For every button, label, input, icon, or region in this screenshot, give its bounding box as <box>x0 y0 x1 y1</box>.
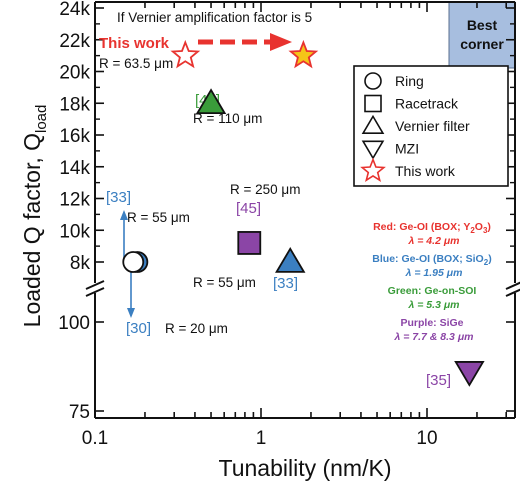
amplification-arrow-head <box>270 33 292 51</box>
r-this-work: R = 63.5 μm <box>99 56 173 71</box>
y-tick-label: 10k <box>59 221 90 242</box>
plot-frame <box>94 1 516 419</box>
legend: Ring Racetrack Vernier filter MZI This work <box>353 65 509 187</box>
data-point-triangle <box>195 88 227 115</box>
ref-33-tri: [33] <box>273 275 298 292</box>
best-corner-text-2: corner <box>460 36 504 52</box>
ref-45: [45] <box>236 200 261 217</box>
ref-35: [35] <box>426 372 451 389</box>
legend-label: Vernier filter <box>395 118 470 134</box>
ref-33-ring: [33] <box>106 189 131 206</box>
axis-break-right <box>505 281 520 297</box>
y-tick-label: 20k <box>59 63 90 84</box>
x-axis-title: Tunability (nm/K) <box>219 455 392 481</box>
best-corner-text-1: Best <box>467 17 498 33</box>
data-point-triangle <box>275 247 306 273</box>
legend-symbol-triangle-down <box>361 140 385 160</box>
r-30: R = 20 μm <box>165 321 228 336</box>
data-point-square <box>237 231 262 255</box>
y-tick-label: 14k <box>59 158 90 179</box>
material-wavelength: λ = 7.7 & 8.3 μm <box>393 331 473 343</box>
material-line: Blue: Ge-OI (BOX; SiO2) <box>372 253 491 267</box>
y-tick-label: 75 <box>69 402 90 423</box>
r-33-tri: R = 55 μm <box>193 275 256 290</box>
material-wavelength: λ = 4.2 μm <box>408 235 460 247</box>
axis-break-left <box>85 280 105 297</box>
data-point-circle <box>122 251 145 273</box>
y-tick-label: 12k <box>59 190 90 211</box>
materials-key: Red: Ge-OI (BOX; Y2O3)λ = 4.2 μm Blue: Ge… <box>372 221 491 343</box>
y-tick-label: 22k <box>59 31 90 52</box>
legend-symbol-square <box>364 94 382 113</box>
legend-symbol-circle <box>364 72 382 90</box>
x-tick-label: 1 <box>256 428 267 449</box>
data-points <box>122 39 485 387</box>
x-tick-label: 0.1 <box>82 428 108 449</box>
material-line: Green: Ge-on-SOI <box>388 285 477 297</box>
best-corner-box <box>448 1 516 69</box>
this-work-label: This work <box>99 35 170 52</box>
x-tick-label: 10 <box>416 428 437 449</box>
r-33-ring: R = 55 μm <box>127 210 190 225</box>
data-point-star <box>288 39 319 69</box>
y-tick-label: 16k <box>59 126 90 147</box>
r-45: R = 250 μm <box>230 182 300 197</box>
legend-label: Ring <box>395 73 424 89</box>
y-tick-label: 8k <box>70 253 91 274</box>
material-line: Purple: SiGe <box>400 317 463 329</box>
data-point-star <box>170 39 201 69</box>
ref-30: [30] <box>126 320 151 337</box>
y-tick-label: 18k <box>59 94 90 115</box>
legend-symbol-star <box>360 157 386 182</box>
r-44: R = 110 μm <box>193 111 262 126</box>
y-tick-label: 100 <box>58 313 90 334</box>
y-axis-title: Loaded Q factor, Qload <box>19 105 50 328</box>
material-line: Red: Ge-OI (BOX; Y2O3) <box>373 221 491 235</box>
legend-label: MZI <box>395 141 419 157</box>
data-point-triangle-down <box>454 361 485 387</box>
ticks <box>94 2 515 418</box>
legend-symbol-triangle <box>361 114 385 134</box>
legend-label: This work <box>395 163 456 179</box>
material-wavelength: λ = 1.95 μm <box>405 267 463 279</box>
material-wavelength: λ = 5.3 μm <box>408 299 460 311</box>
vernier-note: If Vernier amplification factor is 5 <box>117 10 312 25</box>
y-tick-label: 24k <box>59 0 90 20</box>
tick-labels: 0.1 1 10 8k 10k 12k 14k 16k 18k 20k 22k 24k 100 75 <box>58 0 437 449</box>
y-axis-title-sub: load <box>33 105 50 133</box>
legend-label: Racetrack <box>395 96 459 112</box>
y-axis-title-main: Loaded Q factor, Q <box>19 133 45 327</box>
